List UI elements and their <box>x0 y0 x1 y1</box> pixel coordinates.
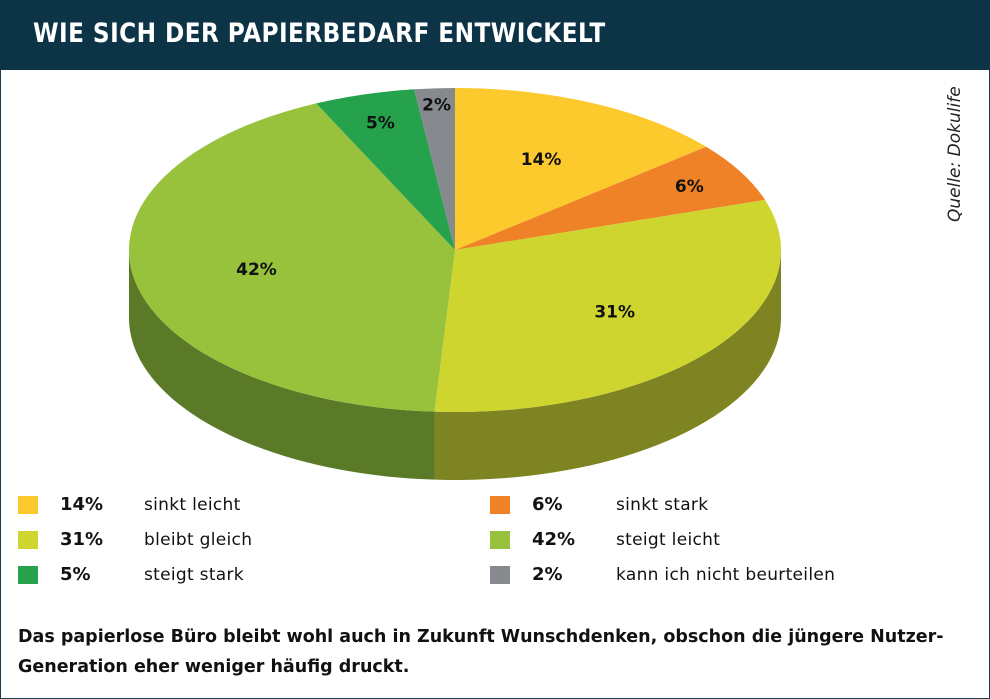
slice-label-sinkt-stark: 6% <box>675 177 704 197</box>
pie-slice-sinkt-leicht <box>455 88 707 250</box>
legend-swatch <box>490 531 510 549</box>
pie-side-bleibt-gleich <box>434 250 781 480</box>
legend-swatch <box>490 496 510 514</box>
legend-label: kann ich nicht beurteilen <box>616 565 836 585</box>
pie-slice-bleibt-gleich <box>434 199 781 412</box>
pie-side-steigt-leicht <box>129 250 435 480</box>
pie-slice-steigt-leicht <box>129 103 455 412</box>
legend-swatch <box>490 566 510 584</box>
pie-slice-sinkt-stark <box>455 146 766 250</box>
chart-title: WIE SICH DER PAPIERBEDARF ENTWICKELT <box>33 18 606 49</box>
legend-label: sinkt leicht <box>144 495 241 515</box>
pie-chart: 14% 6% 31% 42% 5% 2% <box>129 88 781 480</box>
legend-label: steigt leicht <box>616 530 721 550</box>
legend-percent: 14% <box>60 494 104 515</box>
slice-label-sinkt-leicht: 14% <box>521 150 562 170</box>
legend-percent: 2% <box>532 564 563 585</box>
pie-slice-steigt-stark <box>316 89 455 250</box>
legend-label: bleibt gleich <box>144 530 253 550</box>
legend-percent: 31% <box>60 529 104 550</box>
legend-percent: 5% <box>60 564 91 585</box>
slice-label-steigt-stark: 5% <box>366 113 395 133</box>
slice-label-steigt-leicht: 42% <box>236 260 277 280</box>
caption: Das papierlose Büro bleibt wohl auch in … <box>18 627 944 677</box>
legend-label: steigt stark <box>144 565 244 585</box>
slice-label-kann-ich-nicht-beurteilen: 2% <box>422 96 451 116</box>
legend-swatch <box>18 531 38 549</box>
pie-slice-kann-ich-nicht-beurteilen <box>414 88 455 250</box>
legend-swatch <box>18 566 38 584</box>
legend-percent: 6% <box>532 494 563 515</box>
legend-label: sinkt stark <box>616 495 709 515</box>
legend-swatch <box>18 496 38 514</box>
slice-label-bleibt-gleich: 31% <box>594 303 635 323</box>
legend-percent: 42% <box>532 529 576 550</box>
header-bar: WIE SICH DER PAPIERBEDARF ENTWICKELT <box>0 0 990 70</box>
legend: 14% sinkt leicht 6% sinkt stark 31% blei… <box>0 488 990 598</box>
